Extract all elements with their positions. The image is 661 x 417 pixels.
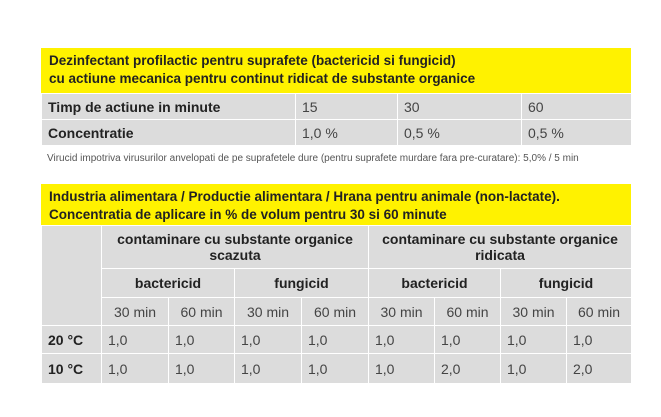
value: 0,5 % xyxy=(522,120,631,145)
time-header: 30 min xyxy=(369,298,434,325)
subgroup-header: fungicid xyxy=(501,269,631,297)
time-header: 30 min xyxy=(235,298,301,325)
group-header: contaminare cu substante organice ridica… xyxy=(369,226,631,268)
value: 2,0 xyxy=(435,354,500,383)
table2-title: Industria alimentara / Productie aliment… xyxy=(41,184,631,225)
value: 1,0 xyxy=(302,354,368,383)
title-line: Dezinfectant profilactic pentru suprafet… xyxy=(49,53,456,68)
corner xyxy=(42,226,101,325)
value: 1,0 xyxy=(435,326,500,353)
note: Virucid impotriva virusurilor anvelopati… xyxy=(47,153,579,164)
value: 1,0 xyxy=(369,354,434,383)
value: 1,0 xyxy=(169,354,234,383)
value: 1,0 xyxy=(102,326,168,353)
time-header: 60 min xyxy=(302,298,368,325)
subgroup-header: bactericid xyxy=(369,269,500,297)
table1-title: Dezinfectant profilactic pentru suprafet… xyxy=(41,48,631,93)
value: 1,0 xyxy=(102,354,168,383)
row-label: 20 °C xyxy=(42,326,101,353)
title-line: Concentratia de aplicare in % de volum p… xyxy=(49,207,447,222)
time-header: 30 min xyxy=(102,298,168,325)
time-header: 60 min xyxy=(169,298,234,325)
time-header: 60 min xyxy=(435,298,500,325)
value: 1,0 xyxy=(567,326,631,353)
value: 60 xyxy=(522,94,631,119)
group-header: contaminare cu substante organice scazut… xyxy=(102,226,368,268)
value: 1,0 xyxy=(169,326,234,353)
value: 0,5 % xyxy=(398,120,521,145)
time-header: 60 min xyxy=(567,298,631,325)
value: 1,0 xyxy=(302,326,368,353)
title-line: cu actiune mecanica pentru continut ridi… xyxy=(49,71,476,86)
value: 30 xyxy=(398,94,521,119)
value: 1,0 xyxy=(501,326,566,353)
value: 1,0 xyxy=(369,326,434,353)
value: 15 xyxy=(296,94,397,119)
row-label: Concentratie xyxy=(42,120,295,145)
value: 1,0 xyxy=(235,326,301,353)
value: 1,0 xyxy=(235,354,301,383)
row-label: Timp de actiune in minute xyxy=(42,94,295,119)
subgroup-header: bactericid xyxy=(102,269,234,297)
time-header: 30 min xyxy=(501,298,566,325)
value: 2,0 xyxy=(567,354,631,383)
subgroup-header: fungicid xyxy=(235,269,368,297)
row-label: 10 °C xyxy=(42,354,101,383)
value: 1,0 % xyxy=(296,120,397,145)
title-line: Industria alimentara / Productie aliment… xyxy=(49,189,560,204)
value: 1,0 xyxy=(501,354,566,383)
